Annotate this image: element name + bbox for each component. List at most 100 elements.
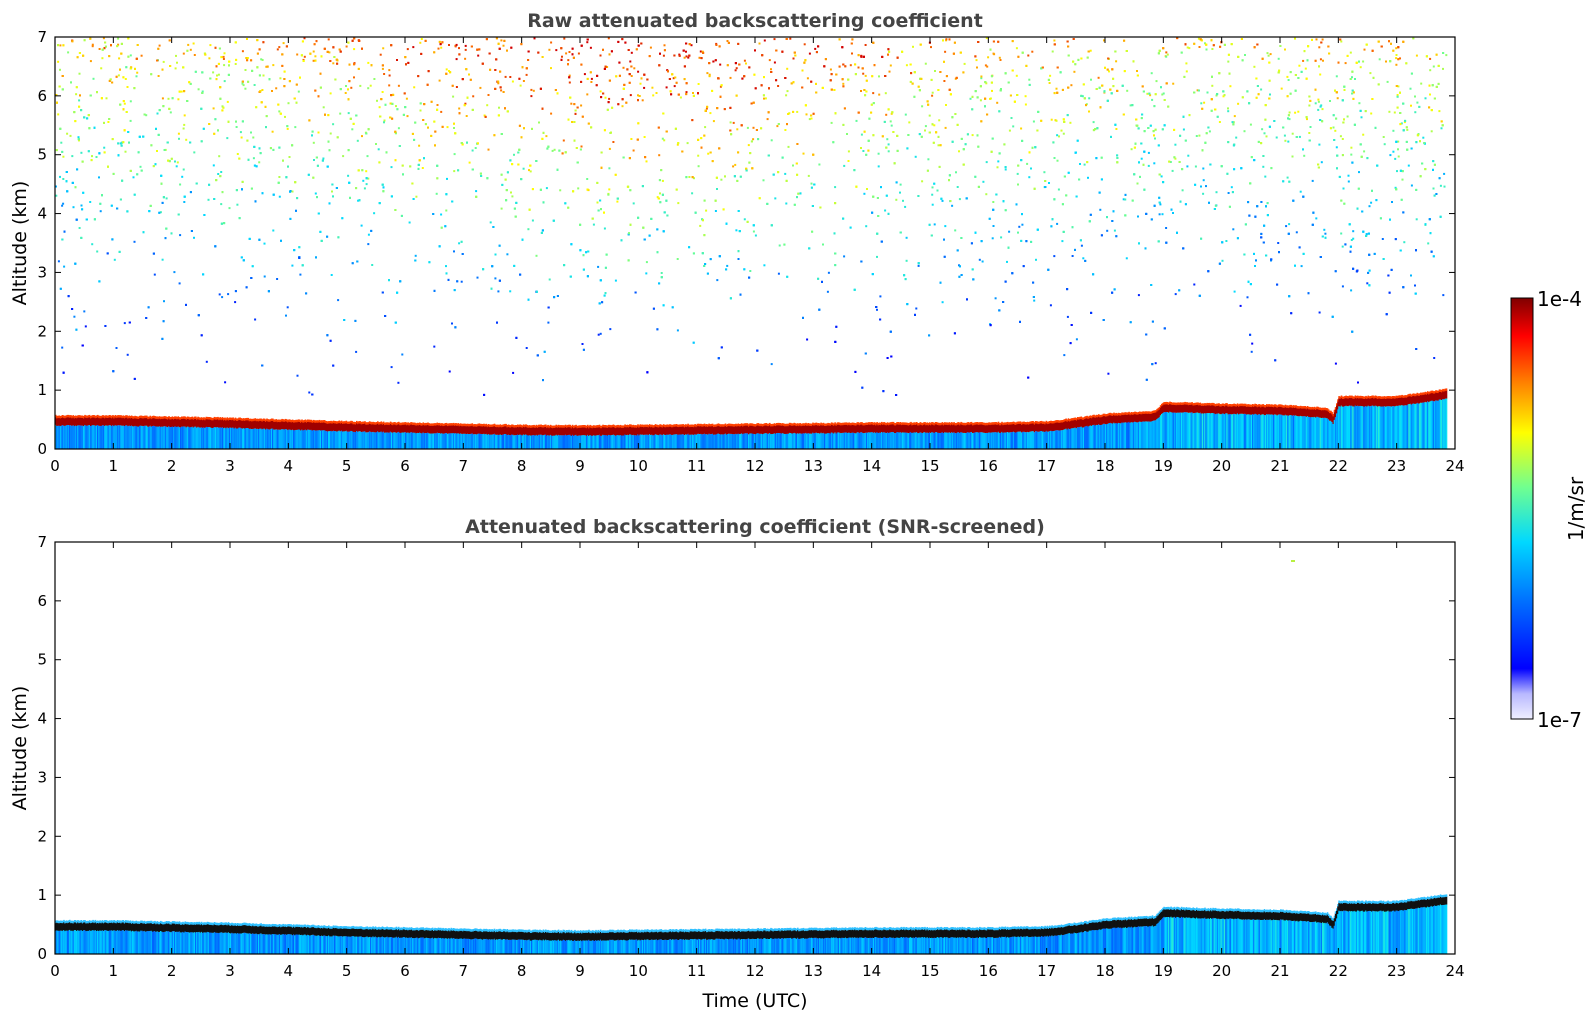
noise-pixel <box>1365 233 1368 236</box>
noise-pixel <box>610 50 613 53</box>
noise-pixel <box>832 141 835 144</box>
noise-pixel <box>1320 41 1323 44</box>
noise-pixel <box>554 89 557 91</box>
noise-pixel <box>880 186 882 189</box>
noise-pixel <box>336 62 339 65</box>
noise-pixel <box>251 265 254 268</box>
noise-pixel <box>1100 234 1103 237</box>
noise-pixel <box>234 63 237 65</box>
noise-pixel <box>668 78 671 80</box>
noise-pixel <box>608 167 611 170</box>
noise-pixel <box>560 58 563 61</box>
noise-pixel <box>920 135 923 138</box>
noise-pixel <box>877 215 880 217</box>
noise-pixel <box>156 150 158 152</box>
noise-pixel <box>834 186 837 189</box>
noise-pixel <box>158 44 161 47</box>
noise-pixel <box>838 38 841 41</box>
noise-pixel <box>1202 167 1205 170</box>
noise-pixel <box>662 230 665 233</box>
noise-pixel <box>1209 163 1212 166</box>
noise-pixel <box>535 254 538 257</box>
noise-pixel <box>763 39 766 42</box>
noise-pixel <box>99 202 102 205</box>
noise-pixel <box>1090 78 1092 81</box>
noise-pixel <box>975 59 978 62</box>
noise-pixel <box>1071 255 1074 257</box>
noise-pixel <box>815 91 818 94</box>
noise-pixel <box>917 195 920 197</box>
noise-pixel <box>1315 38 1318 41</box>
noise-pixel <box>1358 60 1360 63</box>
noise-pixel <box>288 156 291 158</box>
noise-pixel <box>1072 60 1075 63</box>
noise-pixel <box>1401 178 1404 181</box>
noise-pixel <box>204 53 207 56</box>
noise-pixel <box>357 169 360 172</box>
noise-pixel <box>864 44 867 46</box>
noise-pixel <box>707 152 710 155</box>
noise-pixel <box>978 258 981 261</box>
noise-pixel <box>391 117 394 120</box>
noise-pixel <box>980 120 983 123</box>
noise-pixel <box>787 145 790 148</box>
noise-pixel <box>77 136 80 139</box>
noise-pixel <box>1442 294 1445 297</box>
noise-pixel <box>1357 381 1359 384</box>
noise-pixel <box>743 59 746 62</box>
noise-pixel <box>913 95 916 98</box>
noise-pixel <box>497 80 500 83</box>
noise-pixel <box>1200 39 1203 42</box>
noise-pixel <box>943 255 946 258</box>
noise-pixel <box>703 199 706 202</box>
noise-pixel <box>1297 110 1300 113</box>
noise-pixel <box>166 141 169 144</box>
noise-pixel <box>478 48 481 51</box>
noise-pixel <box>430 134 433 137</box>
noise-pixel <box>1392 150 1395 153</box>
noise-pixel <box>1284 48 1286 51</box>
noise-pixel <box>1136 74 1139 77</box>
noise-pixel <box>1371 98 1374 100</box>
noise-pixel <box>120 141 123 144</box>
noise-pixel <box>314 55 317 58</box>
noise-pixel <box>316 196 318 199</box>
noise-pixel <box>533 37 536 40</box>
noise-pixel <box>1410 72 1413 75</box>
noise-pixel <box>1007 81 1010 84</box>
noise-pixel <box>256 52 259 55</box>
noise-pixel <box>74 186 77 189</box>
noise-pixel <box>404 56 407 59</box>
noise-pixel <box>1114 123 1117 126</box>
noise-pixel <box>497 42 500 45</box>
noise-pixel <box>931 91 934 94</box>
noise-pixel <box>349 196 351 199</box>
noise-pixel <box>178 137 180 140</box>
noise-pixel <box>714 210 717 212</box>
noise-pixel <box>446 126 449 129</box>
noise-pixel <box>1432 255 1435 258</box>
noise-pixel <box>122 141 125 144</box>
noise-pixel <box>712 120 715 123</box>
noise-pixel <box>436 104 439 106</box>
noise-pixel <box>1349 250 1352 253</box>
noise-pixel <box>222 58 225 60</box>
noise-pixel <box>1125 257 1128 260</box>
noise-pixel <box>385 151 388 154</box>
noise-pixel <box>915 307 918 310</box>
noise-pixel <box>730 133 733 136</box>
noise-pixel <box>1321 38 1324 41</box>
noise-pixel <box>960 137 963 140</box>
noise-pixel <box>871 75 874 78</box>
noise-pixel <box>463 104 466 107</box>
noise-pixel <box>812 153 815 156</box>
noise-pixel <box>445 272 448 275</box>
noise-pixel <box>1308 104 1311 107</box>
noise-pixel <box>89 60 92 63</box>
noise-pixel <box>795 162 798 165</box>
noise-pixel <box>62 44 65 47</box>
noise-pixel <box>1394 186 1397 189</box>
noise-pixel <box>207 198 210 201</box>
noise-pixel <box>608 79 611 82</box>
noise-pixel <box>222 106 225 109</box>
